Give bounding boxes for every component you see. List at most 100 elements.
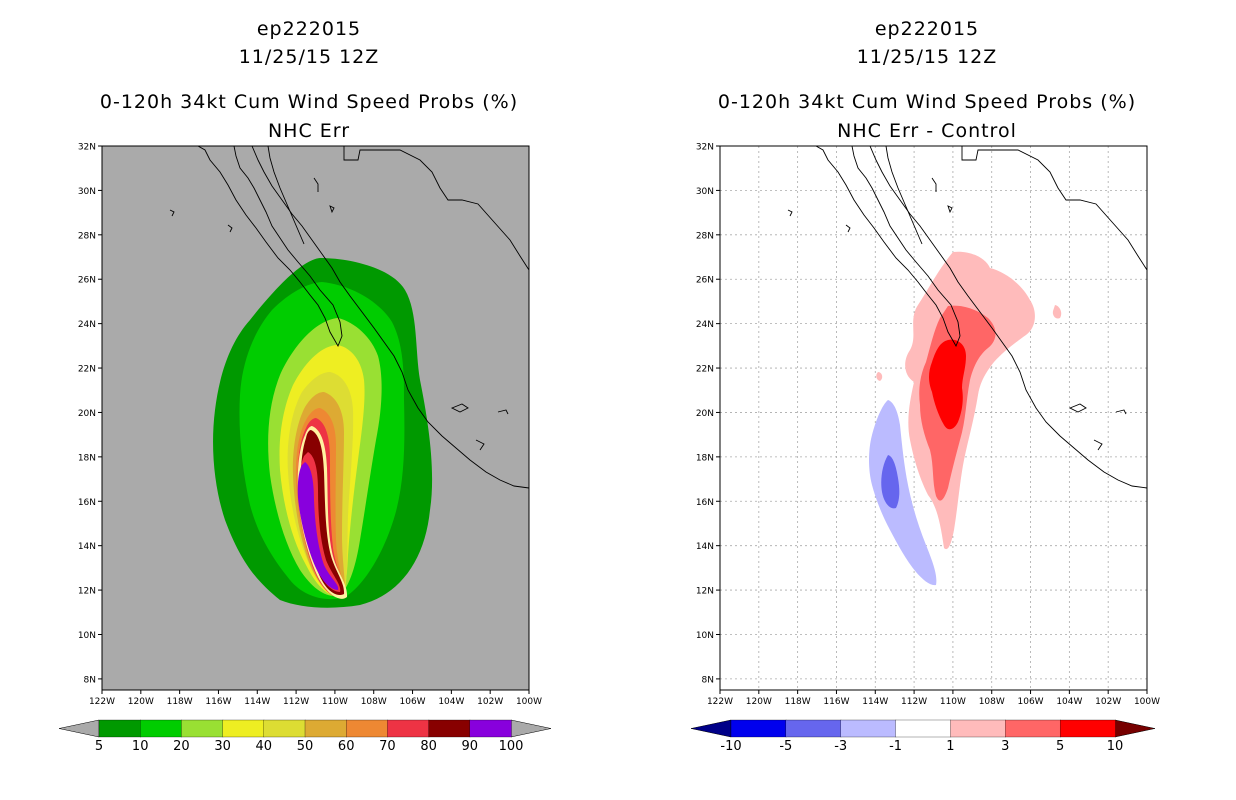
coastline-segment xyxy=(947,205,953,214)
lat-tick-label: 28N xyxy=(78,231,96,241)
colorbar: 5 10 20 30 40 50 60 70 80 90 100 xyxy=(58,719,552,754)
colorbar-swatch xyxy=(730,719,787,738)
forecast-datetime: 11/25/15 12Z xyxy=(238,46,380,68)
lon-tick-label: 106W xyxy=(1018,697,1044,707)
colorbar-label: 60 xyxy=(338,739,355,754)
lon-tick-label: 110W xyxy=(940,697,966,707)
lon-tick-label: 116W xyxy=(823,697,849,707)
lat-tick-label: 16N xyxy=(696,498,714,508)
lon-tick-label: 102W xyxy=(1095,697,1121,707)
lon-tick-label: 102W xyxy=(477,697,503,707)
contour-plus-1b xyxy=(1052,305,1062,319)
colorbar-swatch xyxy=(785,719,842,738)
colorbar-label: -1 xyxy=(889,739,902,754)
colorbar-swatch xyxy=(387,719,430,738)
colorbar-swatch xyxy=(263,719,306,738)
colorbar: -10 -5 -3 -1 1 3 5 10 xyxy=(690,719,1156,754)
colorbar-label: 40 xyxy=(256,739,273,754)
contour-plus-5 xyxy=(929,339,966,430)
colorbar-label: 30 xyxy=(214,739,231,754)
storm-id: ep222015 xyxy=(874,18,980,40)
coastline-segment xyxy=(267,146,305,245)
contour-100 xyxy=(297,462,339,590)
coastline-segment xyxy=(1093,439,1103,451)
colorbar-swatch xyxy=(181,719,224,738)
lat-tick-label: 12N xyxy=(696,587,714,597)
lon-tick-label: 118W xyxy=(785,697,811,707)
coastline-segment xyxy=(815,146,961,348)
lon-tick-label: 120W xyxy=(746,697,772,707)
colorbar-label: 3 xyxy=(1001,739,1009,754)
coastline-segment xyxy=(343,146,529,271)
lat-tick-label: 8N xyxy=(84,675,96,685)
map-axes: 32N 30N 28N 26N 24N 22N 20N 18N 16N 14N 12N 10N 8N 12… xyxy=(78,143,542,708)
coastline-segment xyxy=(450,403,469,413)
plot-title: 0-120h 34kt Cum Wind Speed Probs (%) xyxy=(717,91,1137,113)
forecast-datetime: 11/25/15 12Z xyxy=(856,46,998,68)
lat-tick-label: 30N xyxy=(78,187,96,197)
colorbar-swatch xyxy=(222,719,265,738)
lat-tick-label: 18N xyxy=(78,453,96,463)
lat-tick-label: 26N xyxy=(696,276,714,286)
lon-tick-label: 118W xyxy=(167,697,193,707)
lat-tick-label: 10N xyxy=(78,631,96,641)
lon-tick-label: 114W xyxy=(862,697,888,707)
lat-tick-label: 8N xyxy=(702,675,714,685)
lat-tick-label: 18N xyxy=(696,453,714,463)
lat-tick-label: 16N xyxy=(78,498,96,508)
colorbar-swatch xyxy=(840,719,897,738)
left-panel: ep222015 11/25/15 12Z 0-120h 34kt Cum Wi… xyxy=(58,18,552,754)
lon-tick-label: 104W xyxy=(438,697,464,707)
contour-plus-1c xyxy=(876,372,883,381)
colorbar-swatch xyxy=(428,719,471,738)
colorbar-label: 50 xyxy=(297,739,314,754)
colorbar-over-arrow xyxy=(510,719,552,738)
lat-tick-label: 20N xyxy=(696,409,714,419)
lon-tick-label: 100W xyxy=(516,697,542,707)
coastline-segment xyxy=(931,177,937,192)
coastlines xyxy=(787,146,1147,489)
coastline-segment xyxy=(329,205,335,214)
plot-subtitle: NHC Err - Control xyxy=(837,120,1017,142)
plot-title: 0-120h 34kt Cum Wind Speed Probs (%) xyxy=(99,91,519,113)
lat-tick-label: 26N xyxy=(78,276,96,286)
lon-tick-label: 100W xyxy=(1134,697,1160,707)
colorbar-swatch xyxy=(140,719,183,738)
colorbar-swatch xyxy=(1005,719,1061,738)
lon-tick-label: 106W xyxy=(400,697,426,707)
lat-tick-label: 24N xyxy=(696,320,714,330)
coastline-segment xyxy=(869,146,1147,489)
lon-tick-label: 122W xyxy=(707,697,733,707)
lon-tick-label: 112W xyxy=(283,697,309,707)
colorbar-swatch xyxy=(304,719,347,738)
coastline-segment xyxy=(313,177,319,192)
plot-subtitle: NHC Err xyxy=(267,120,351,142)
colorbar-label: 100 xyxy=(499,739,524,754)
colorbar-swatch xyxy=(98,719,141,738)
colorbar-under-arrow xyxy=(58,719,100,738)
right-panel: ep222015 11/25/15 12Z 0-120h 34kt Cum Wi… xyxy=(618,0,1236,800)
lon-tick-label: 104W xyxy=(1056,697,1082,707)
coastline-segment xyxy=(497,409,509,415)
coastline-segment xyxy=(197,146,343,348)
colorbar-swatch xyxy=(469,719,512,738)
coastline-segment xyxy=(227,224,233,233)
coastline-segment xyxy=(845,224,851,233)
lon-tick-label: 122W xyxy=(89,697,115,707)
coastline-segment xyxy=(787,209,793,217)
colorbar-label: 70 xyxy=(379,739,396,754)
lat-tick-label: 28N xyxy=(696,231,714,241)
lat-tick-label: 32N xyxy=(696,143,714,153)
colorbar-label: 10 xyxy=(132,739,149,754)
colorbar-label: 1 xyxy=(946,739,954,754)
colorbar-label: 90 xyxy=(462,739,479,754)
lat-tick-label: 32N xyxy=(78,143,96,153)
lon-tick-label: 112W xyxy=(901,697,927,707)
lat-tick-label: 20N xyxy=(78,409,96,419)
colorbar-label: -5 xyxy=(779,739,792,754)
coastline-segment xyxy=(251,146,529,489)
lat-tick-label: 10N xyxy=(696,631,714,641)
colorbar-label: 10 xyxy=(1107,739,1124,754)
colorbar-over-arrow xyxy=(1114,719,1156,738)
difference-contours xyxy=(869,251,1062,586)
